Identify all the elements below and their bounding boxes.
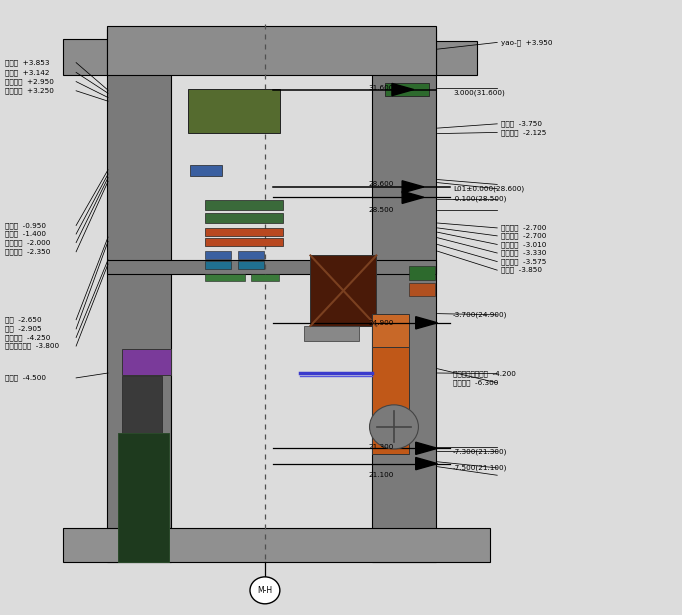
Text: 弱线  -2.905: 弱线 -2.905	[5, 325, 42, 332]
Text: 28.500: 28.500	[368, 207, 394, 213]
Text: 加压送风  -4.250: 加压送风 -4.250	[5, 334, 50, 341]
Polygon shape	[392, 84, 414, 96]
Bar	[106, 26, 436, 75]
Bar	[205, 213, 283, 223]
Text: -0.100(28.500): -0.100(28.500)	[453, 196, 507, 202]
Text: 空调冷热水回水管  -4.200: 空调冷热水回水管 -4.200	[453, 370, 516, 377]
Bar	[205, 250, 231, 258]
Bar	[372, 29, 436, 561]
Bar	[372, 314, 409, 347]
Bar	[188, 89, 280, 133]
Bar	[205, 239, 283, 246]
Bar	[385, 83, 429, 97]
Bar	[409, 283, 434, 296]
Bar	[118, 433, 169, 561]
Bar	[63, 528, 490, 561]
Text: 送风管  -3.850: 送风管 -3.850	[501, 267, 542, 274]
Text: 弱电桥架  +3.250: 弱电桥架 +3.250	[5, 87, 54, 94]
Text: 28.600: 28.600	[368, 181, 394, 188]
Text: 强电桥架  -2.350: 强电桥架 -2.350	[5, 248, 50, 255]
Polygon shape	[416, 458, 437, 470]
Text: 送风管  +3.142: 送风管 +3.142	[5, 69, 49, 76]
Text: yao-植  +3.950: yao-植 +3.950	[501, 39, 552, 46]
Text: -7.300(21.300): -7.300(21.300)	[453, 448, 507, 454]
Text: L01±0.000(28.600): L01±0.000(28.600)	[453, 186, 524, 192]
Text: 弱电桥架  -3.330: 弱电桥架 -3.330	[501, 250, 546, 256]
Bar	[238, 261, 263, 269]
Bar	[122, 349, 171, 375]
Text: 送风管  -1.400: 送风管 -1.400	[5, 231, 46, 237]
Bar	[205, 261, 231, 269]
Text: 污水管  -4.500: 污水管 -4.500	[5, 375, 46, 381]
Text: M-H: M-H	[257, 586, 273, 595]
Text: 送风管  +3.853: 送风管 +3.853	[5, 59, 49, 66]
Bar	[205, 200, 283, 210]
Text: 自动妗活  +2.950: 自动妗活 +2.950	[5, 78, 54, 85]
Text: 排烟风管  -6.300: 排烟风管 -6.300	[453, 379, 499, 386]
Text: 送风管  -0.950: 送风管 -0.950	[5, 222, 46, 229]
Bar	[252, 274, 278, 280]
Bar	[303, 326, 359, 341]
Bar	[205, 228, 283, 236]
Bar	[372, 347, 409, 454]
Text: 3.000(31.600): 3.000(31.600)	[453, 89, 505, 96]
Bar	[190, 165, 222, 176]
Text: 弱线  -2.650: 弱线 -2.650	[5, 317, 42, 323]
Text: -7.500(21.100): -7.500(21.100)	[453, 465, 507, 471]
Bar	[409, 266, 434, 280]
Bar	[205, 274, 245, 280]
Bar	[436, 41, 477, 75]
Text: 强电桥架  -2.700: 强电桥架 -2.700	[501, 232, 546, 239]
Bar	[238, 250, 263, 258]
Text: 弱电桥架  -2.700: 弱电桥架 -2.700	[501, 224, 546, 231]
Text: 排烟风管  -2.125: 排烟风管 -2.125	[501, 129, 546, 136]
Bar	[106, 29, 171, 561]
Text: 31.600: 31.600	[368, 85, 394, 91]
Polygon shape	[402, 181, 424, 193]
Text: 排烟风管  -3.575: 排烟风管 -3.575	[501, 258, 546, 265]
Text: 21.100: 21.100	[368, 472, 394, 478]
Text: 弱电桥架  -3.010: 弱电桥架 -3.010	[501, 241, 546, 248]
Polygon shape	[416, 442, 437, 454]
Polygon shape	[416, 317, 437, 329]
Text: 24.900: 24.900	[368, 320, 394, 326]
Text: 21.300: 21.300	[368, 444, 394, 450]
Text: -3.700(24.900): -3.700(24.900)	[453, 312, 507, 318]
Text: 送风管  -3.750: 送风管 -3.750	[501, 121, 542, 127]
Circle shape	[250, 577, 280, 604]
Bar	[63, 39, 106, 75]
Bar	[310, 255, 376, 326]
Bar	[106, 260, 436, 274]
Bar	[122, 376, 162, 540]
Text: 消火栖给水管  -3.800: 消火栖给水管 -3.800	[5, 343, 59, 349]
Polygon shape	[402, 191, 424, 204]
Text: 强电桥架  -2.000: 强电桥架 -2.000	[5, 239, 50, 246]
Circle shape	[370, 405, 419, 449]
